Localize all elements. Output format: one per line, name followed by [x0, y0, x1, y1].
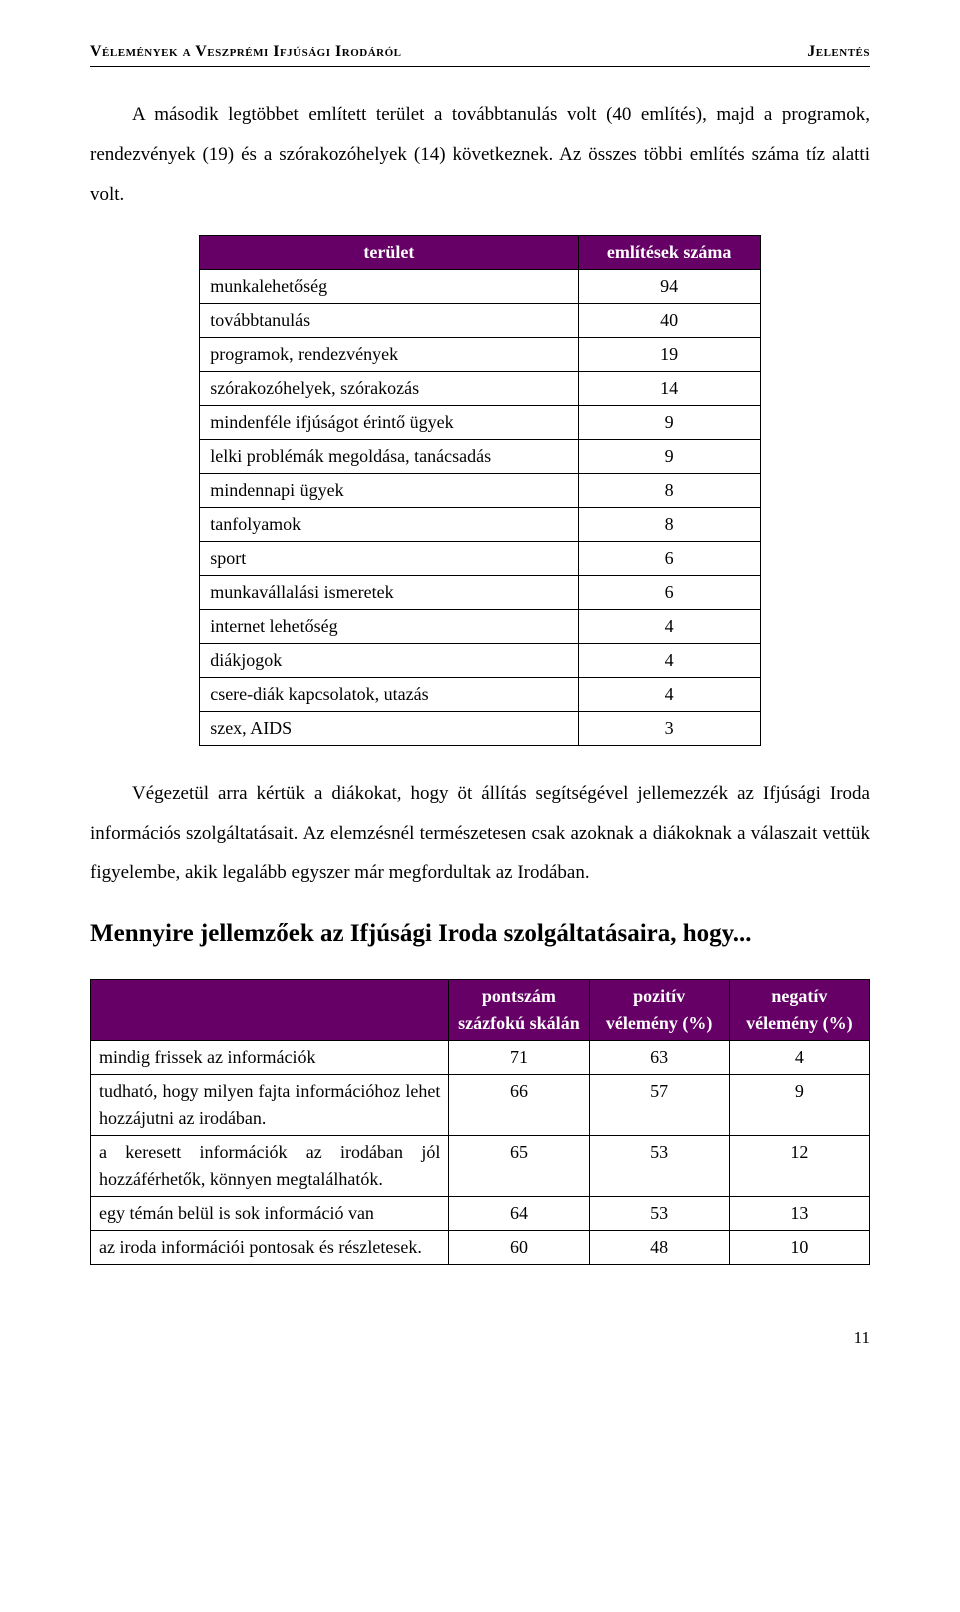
- table-row: lelki problémák megoldása, tanácsadás9: [200, 439, 761, 473]
- table-cell-label: a keresett információk az irodában jól h…: [91, 1135, 449, 1196]
- table-row: tanfolyamok8: [200, 507, 761, 541]
- table-cell-value: 60: [449, 1230, 589, 1264]
- table-cell-label: munkavállalási ismeretek: [200, 575, 578, 609]
- table1-header-area: terület: [200, 235, 578, 269]
- paragraph-1: A második legtöbbet említett terület a t…: [90, 95, 870, 215]
- table-cell-value: 4: [578, 677, 760, 711]
- table-row: diákjogok4: [200, 643, 761, 677]
- table-row: továbbtanulás40: [200, 303, 761, 337]
- header-right: Jelentés: [807, 40, 870, 64]
- table-cell-value: 9: [729, 1074, 869, 1135]
- table-cell-value: 53: [589, 1135, 729, 1196]
- table-cell-label: internet lehetőség: [200, 609, 578, 643]
- table-row: mindennapi ügyek8: [200, 473, 761, 507]
- table-header-row: pontszám százfokú skálán pozitív vélemén…: [91, 979, 870, 1040]
- table-cell-value: 4: [578, 643, 760, 677]
- table-row: szórakozóhelyek, szórakozás14: [200, 371, 761, 405]
- table-row: internet lehetőség4: [200, 609, 761, 643]
- table2-header-blank: [91, 979, 449, 1040]
- table-row: tudható, hogy milyen fajta információhoz…: [91, 1074, 870, 1135]
- table-cell-label: tanfolyamok: [200, 507, 578, 541]
- table-cell-value: 64: [449, 1196, 589, 1230]
- table-cell-label: tudható, hogy milyen fajta információhoz…: [91, 1074, 449, 1135]
- table-cell-value: 9: [578, 405, 760, 439]
- table-cell-value: 12: [729, 1135, 869, 1196]
- table-row: csere-diák kapcsolatok, utazás4: [200, 677, 761, 711]
- page-header: Vélemények a Veszprémi Ifjúsági Irodáról…: [90, 40, 870, 67]
- table-row: mindig frissek az információk71634: [91, 1040, 870, 1074]
- table-cell-value: 71: [449, 1040, 589, 1074]
- table-cell-value: 9: [578, 439, 760, 473]
- table-row: szex, AIDS3: [200, 711, 761, 745]
- table-cell-value: 8: [578, 473, 760, 507]
- table-cell-value: 10: [729, 1230, 869, 1264]
- table-mentions: terület említések száma munkalehetőség94…: [199, 235, 761, 746]
- table-cell-label: az iroda információi pontosak és részlet…: [91, 1230, 449, 1264]
- table-header-row: terület említések száma: [200, 235, 761, 269]
- table-ratings: pontszám százfokú skálán pozitív vélemén…: [90, 979, 870, 1265]
- paragraph-2: Végezetül arra kértük a diákokat, hogy ö…: [90, 774, 870, 894]
- table-cell-value: 53: [589, 1196, 729, 1230]
- table-cell-value: 19: [578, 337, 760, 371]
- table-cell-label: mindenféle ifjúságot érintő ügyek: [200, 405, 578, 439]
- table2-header-negative: negatív vélemény (%): [729, 979, 869, 1040]
- table-cell-label: sport: [200, 541, 578, 575]
- table-cell-label: mindig frissek az információk: [91, 1040, 449, 1074]
- table-cell-label: továbbtanulás: [200, 303, 578, 337]
- table-cell-value: 13: [729, 1196, 869, 1230]
- table-cell-value: 6: [578, 575, 760, 609]
- table-cell-value: 4: [578, 609, 760, 643]
- page-number: 11: [90, 1325, 870, 1351]
- table-cell-label: programok, rendezvények: [200, 337, 578, 371]
- table-cell-value: 8: [578, 507, 760, 541]
- header-left: Vélemények a Veszprémi Ifjúsági Irodáról: [90, 40, 401, 64]
- table-row: munkalehetőség94: [200, 269, 761, 303]
- table2-header-score: pontszám százfokú skálán: [449, 979, 589, 1040]
- table-cell-value: 14: [578, 371, 760, 405]
- table-cell-label: mindennapi ügyek: [200, 473, 578, 507]
- table-row: sport6: [200, 541, 761, 575]
- table-cell-label: lelki problémák megoldása, tanácsadás: [200, 439, 578, 473]
- table-cell-value: 94: [578, 269, 760, 303]
- table-cell-label: munkalehetőség: [200, 269, 578, 303]
- table-row: programok, rendezvények19: [200, 337, 761, 371]
- table-cell-value: 65: [449, 1135, 589, 1196]
- table-row: a keresett információk az irodában jól h…: [91, 1135, 870, 1196]
- table2-header-positive: pozitív vélemény (%): [589, 979, 729, 1040]
- table-cell-value: 48: [589, 1230, 729, 1264]
- table-cell-label: csere-diák kapcsolatok, utazás: [200, 677, 578, 711]
- table1-header-count: említések száma: [578, 235, 760, 269]
- table-cell-value: 3: [578, 711, 760, 745]
- table-cell-label: szórakozóhelyek, szórakozás: [200, 371, 578, 405]
- table-row: mindenféle ifjúságot érintő ügyek9: [200, 405, 761, 439]
- table-row: egy témán belül is sok információ van645…: [91, 1196, 870, 1230]
- table-cell-value: 4: [729, 1040, 869, 1074]
- table-cell-value: 66: [449, 1074, 589, 1135]
- table-cell-label: diákjogok: [200, 643, 578, 677]
- table-cell-value: 63: [589, 1040, 729, 1074]
- table-row: munkavállalási ismeretek6: [200, 575, 761, 609]
- table-cell-label: egy témán belül is sok információ van: [91, 1196, 449, 1230]
- section-heading: Mennyire jellemzőek az Ifjúsági Iroda sz…: [90, 915, 870, 953]
- table-cell-value: 57: [589, 1074, 729, 1135]
- table-cell-value: 6: [578, 541, 760, 575]
- table-cell-value: 40: [578, 303, 760, 337]
- table-cell-label: szex, AIDS: [200, 711, 578, 745]
- table-row: az iroda információi pontosak és részlet…: [91, 1230, 870, 1264]
